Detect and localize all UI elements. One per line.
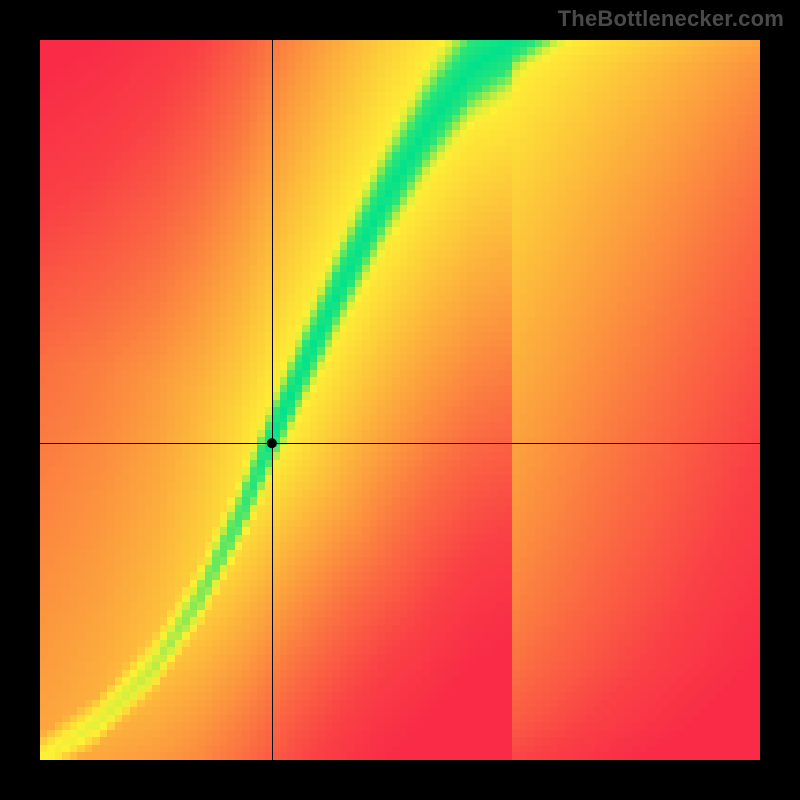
watermark-text: TheBottlenecker.com	[558, 6, 784, 32]
bottleneck-heatmap	[40, 40, 760, 760]
